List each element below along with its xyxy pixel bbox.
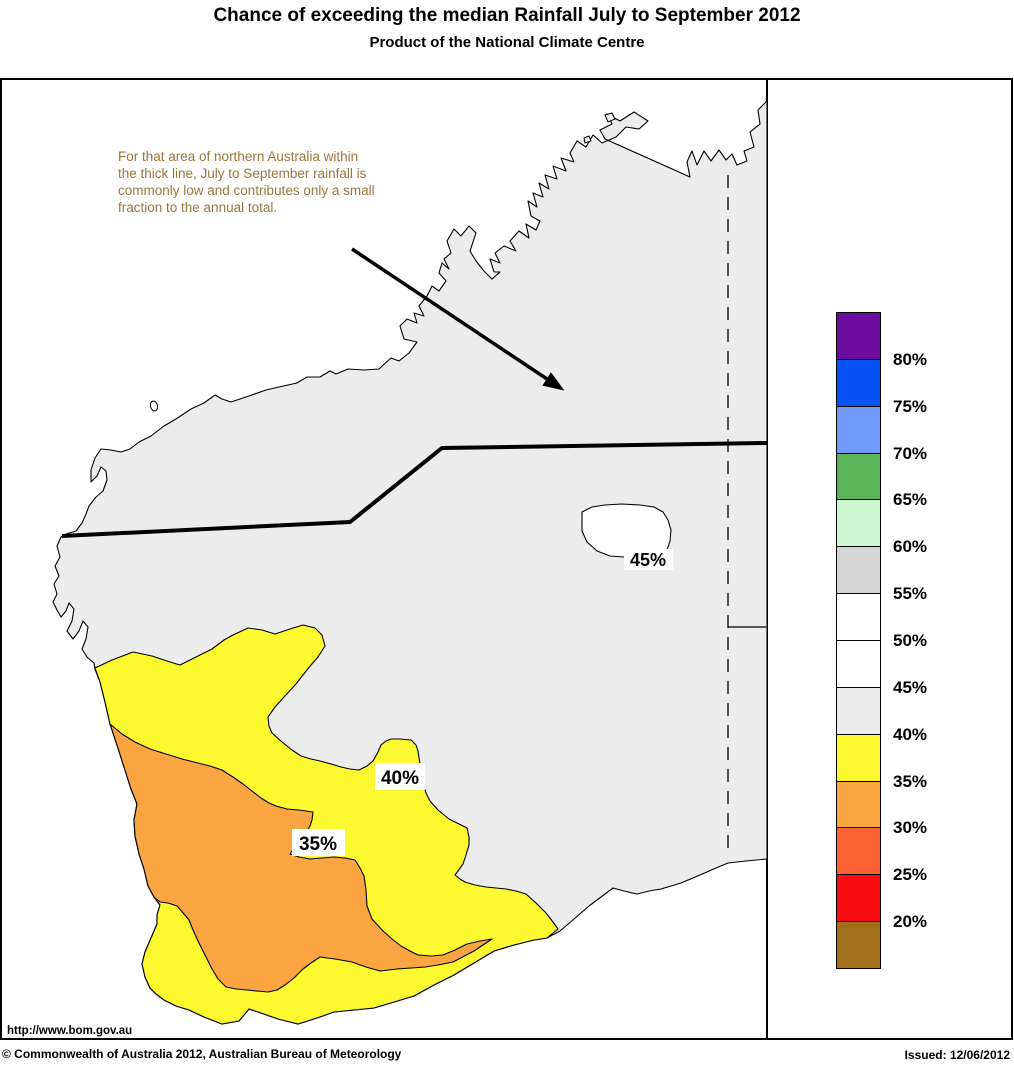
legend-label: 20% — [893, 912, 928, 931]
islet-west-coast — [149, 400, 159, 412]
copyright-notice: © Commonwealth of Australia 2012, Austra… — [2, 1047, 402, 1061]
annotation-arrow-head — [542, 372, 565, 391]
legend-swatch — [836, 359, 881, 407]
annotation-arrow-shaft — [351, 247, 554, 385]
contour-label-45: 45% — [624, 549, 673, 570]
legend-label: 75% — [893, 397, 928, 416]
legend-label: 55% — [893, 584, 928, 603]
contour-label-40: 40% — [375, 763, 425, 790]
legend-swatch — [836, 499, 881, 547]
legend-label: 30% — [893, 818, 928, 837]
bom-url: http://www.bom.gov.au — [7, 1025, 133, 1037]
legend-label: 60% — [893, 537, 928, 556]
legend-label: 25% — [893, 865, 928, 884]
thick-demarcation-line — [61, 441, 768, 538]
annotation-line-4: fraction to the annual total. — [118, 200, 278, 215]
legend-label: 50% — [893, 631, 928, 650]
legend-swatch — [836, 921, 881, 969]
annotation-line-3: commonly low and contributes only a smal… — [118, 183, 375, 198]
legend-swatch — [836, 546, 881, 594]
issued-date: Issued: 12/06/2012 — [904, 1048, 1010, 1062]
legend-label: 65% — [893, 490, 928, 509]
legend-label: 40% — [893, 725, 928, 744]
legend-label: 35% — [893, 772, 928, 791]
legend-swatch — [836, 640, 881, 688]
legend-swatch — [836, 827, 881, 875]
legend-swatch — [836, 687, 881, 735]
legend-swatch — [836, 406, 881, 454]
legend-frame — [766, 78, 1013, 1040]
legend-swatch — [836, 874, 881, 922]
annotation-line-1: For that area of northern Australia with… — [118, 149, 359, 164]
islet-north-1 — [604, 112, 616, 123]
contour-label-35: 35% — [292, 829, 345, 856]
contour-45-blob — [581, 503, 672, 558]
contour-label-40-text: 40% — [381, 768, 419, 789]
zone-35-percent — [109, 723, 493, 993]
islet-north-2 — [583, 135, 592, 144]
legend-label: 80% — [893, 350, 928, 369]
northern-australia-annotation: For that area of northern Australia with… — [118, 148, 428, 216]
legend-swatch — [836, 734, 881, 782]
legend-swatch — [836, 453, 881, 500]
page-title: Chance of exceeding the median Rainfall … — [213, 5, 801, 26]
legend-label: 45% — [893, 678, 928, 697]
legend-label: 70% — [893, 444, 928, 463]
legend-swatch — [836, 781, 881, 828]
contour-label-35-text: 35% — [299, 834, 337, 855]
annotation-line-2: the thick line, July to September rainfa… — [118, 166, 367, 181]
page-subtitle: Product of the National Climate Centre — [369, 34, 645, 51]
legend-swatch — [836, 593, 881, 641]
contour-label-45-text: 45% — [630, 550, 666, 570]
legend-swatch — [836, 312, 881, 360]
